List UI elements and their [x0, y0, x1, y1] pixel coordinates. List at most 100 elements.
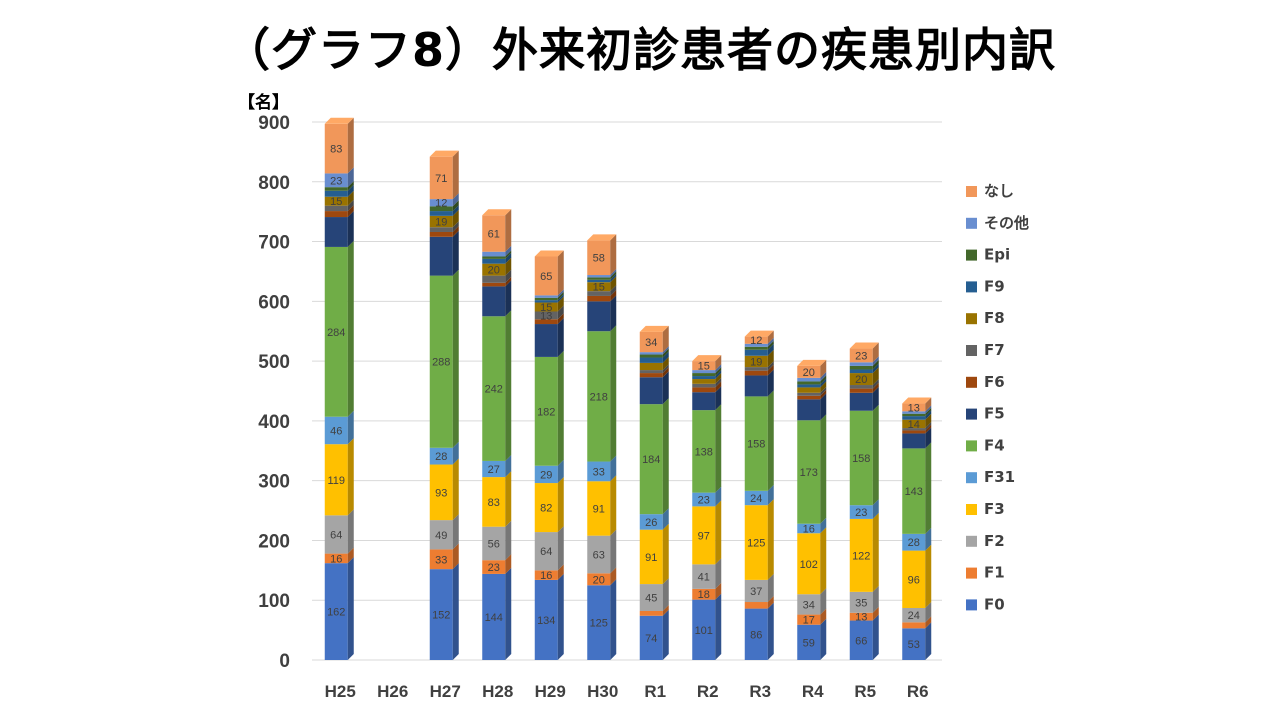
bar-H30-Epi: [587, 277, 611, 280]
bar-H25-F9: [324, 190, 348, 197]
bar-H27-Epi: [429, 206, 453, 212]
bar-H30-なし: [587, 240, 611, 276]
bar-side-R4-F5: [820, 393, 827, 421]
bar-R5-F5: [849, 392, 873, 411]
bar-R4-F6: [797, 395, 821, 400]
bar-side-H29-その他: [557, 289, 564, 298]
bar-side-R2-F0: [715, 593, 722, 660]
data-label-H29-F7: 13: [540, 310, 552, 322]
bar-side-R3-F6: [767, 364, 774, 376]
bar-R6-なし: [902, 403, 926, 412]
bar-R2-F31: [692, 492, 716, 507]
bar-top-H27: [429, 150, 459, 157]
legend-swatch-Epi: [966, 249, 977, 261]
legend-label-F6: F6: [984, 373, 1005, 391]
legend-label-F31: F31: [984, 468, 1015, 486]
data-label-H27-なし: 71: [435, 173, 447, 185]
data-label-H30-F4: 218: [590, 391, 608, 403]
bar-R6-Epi: [902, 413, 926, 417]
bar-R1-F1: [639, 610, 663, 616]
data-label-H29-F3: 82: [540, 503, 552, 515]
bar-side-H25-F2: [347, 509, 354, 554]
bar-side-H29-なし: [557, 250, 564, 296]
bar-H28-F3: [482, 477, 506, 527]
bar-H29-F8: [534, 302, 558, 312]
legend-swatch-F1: [966, 567, 977, 579]
bar-side-R1-その他: [662, 346, 669, 355]
bar-R5-その他: [849, 362, 873, 366]
bar-side-H25-なし: [347, 117, 354, 174]
bar-R4-F31: [797, 523, 821, 534]
bar-side-H25-F1: [347, 547, 354, 564]
bar-H28-F5: [482, 286, 506, 317]
bar-H29-その他: [534, 295, 558, 298]
bar-side-H28-F1: [505, 554, 512, 574]
bar-top-R1: [639, 325, 669, 332]
bar-side-R5-F8: [872, 367, 879, 386]
bar-side-H30-F1: [610, 567, 617, 586]
data-label-R5-なし: 23: [855, 350, 867, 362]
bar-side-R3-F4: [767, 390, 774, 491]
data-label-H25-F0: 162: [327, 607, 345, 619]
bar-side-R2-F5: [715, 386, 722, 411]
data-label-H30-F31: 33: [593, 466, 605, 478]
data-label-H29-F8: 15: [540, 302, 552, 314]
bar-side-H25-F3: [347, 438, 354, 516]
bar-H25-なし: [324, 123, 348, 174]
bar-side-R2-なし: [715, 355, 722, 371]
bar-side-R5-F6: [872, 382, 879, 393]
bar-R1-その他: [639, 352, 663, 355]
bar-side-R1-F2: [662, 578, 669, 611]
bar-R4-その他: [797, 377, 821, 382]
bar-H27-F2: [429, 520, 453, 550]
bar-R3-F8: [744, 355, 768, 368]
bar-side-R4-F1: [820, 608, 827, 625]
bar-R4-F5: [797, 399, 821, 421]
bar-H29-F4: [534, 356, 558, 466]
bar-H30-F3: [587, 481, 611, 536]
bar-side-H30-F31: [610, 455, 617, 482]
bar-side-H29-F1: [557, 564, 564, 580]
bar-H30-その他: [587, 275, 611, 278]
bar-top-H29: [534, 250, 564, 257]
legend-label-その他: その他: [984, 214, 1029, 232]
bar-H27-F0: [429, 569, 453, 660]
data-label-H27-F4: 288: [432, 357, 450, 369]
bar-side-R4-F9: [820, 378, 827, 388]
bar-side-R2-F3: [715, 500, 722, 565]
bar-R3-F9: [744, 349, 768, 356]
data-label-R1-F31: 26: [645, 517, 657, 529]
legend-label-F1: F1: [984, 564, 1005, 582]
bar-H29-F2: [534, 532, 558, 571]
bar-side-H27-F5: [452, 230, 459, 276]
bar-side-H30-その他: [610, 269, 617, 278]
bar-side-H27-その他: [452, 193, 459, 207]
bar-side-R1-F6: [662, 367, 669, 378]
bar-H25-F4: [324, 246, 348, 417]
bar-side-H25-Epi: [347, 181, 354, 191]
bar-H30-F7: [587, 291, 611, 296]
bar-side-R6-F2: [925, 601, 932, 623]
legend-label-F5: F5: [984, 405, 1005, 423]
bar-H27-なし: [429, 156, 453, 200]
bar-H25-その他: [324, 173, 348, 188]
bar-side-H28-F6: [505, 276, 512, 287]
bar-H27-F31: [429, 447, 453, 465]
data-label-H29-F4: 182: [537, 406, 555, 418]
data-label-R4-F31: 16: [803, 523, 815, 535]
bar-H27-F7: [429, 227, 453, 232]
data-label-H25-なし: 83: [330, 144, 342, 156]
bar-side-H30-Epi: [610, 271, 617, 280]
bar-side-H25-F0: [347, 557, 354, 660]
bar-H25-F6: [324, 211, 348, 218]
bar-side-R5-F7: [872, 379, 879, 389]
bar-top-R6: [902, 397, 932, 404]
bar-H29-F9: [534, 300, 558, 303]
bar-R6-F4: [902, 448, 926, 534]
bar-side-R3-F1: [767, 596, 774, 609]
y-tick-label: 700: [258, 233, 290, 254]
bar-H30-F8: [587, 282, 611, 292]
bar-side-R4-F6: [820, 389, 827, 400]
bar-side-R4-なし: [820, 359, 827, 378]
data-label-R2-F31: 23: [698, 494, 710, 506]
